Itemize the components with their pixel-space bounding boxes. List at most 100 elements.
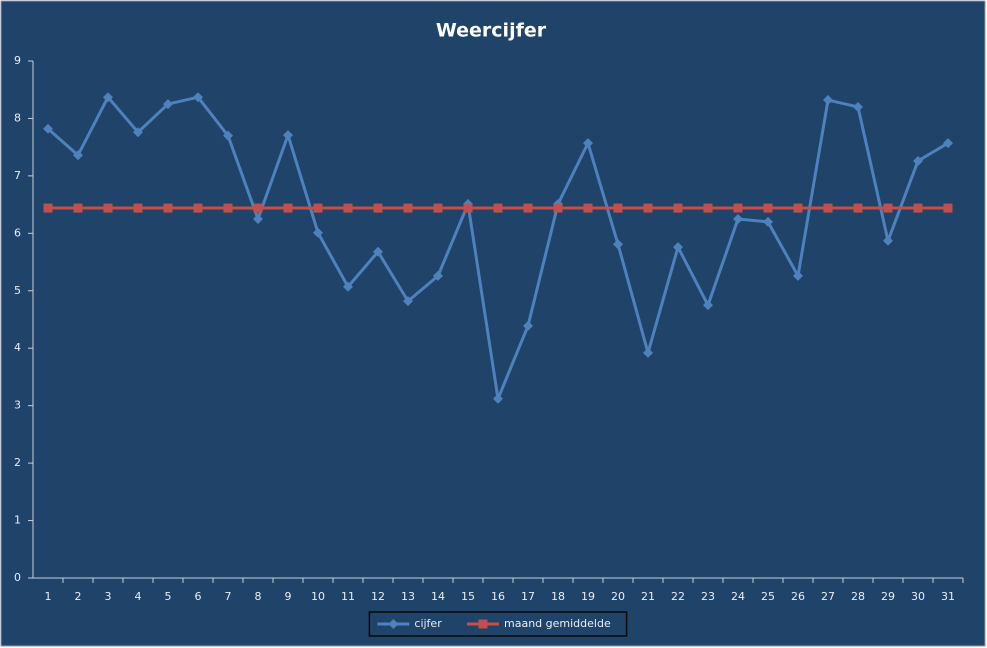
marker-diamond: [43, 123, 53, 134]
x-tick-label: 30: [911, 590, 925, 603]
marker-square: [673, 203, 683, 213]
marker-diamond: [223, 130, 233, 141]
y-tick-label: 1: [14, 514, 21, 527]
y-tick-label: 3: [14, 399, 21, 412]
marker-diamond: [763, 216, 773, 227]
marker-square: [163, 203, 173, 213]
marker-diamond: [493, 393, 503, 404]
marker-diamond: [943, 138, 953, 149]
x-tick-label: 3: [105, 590, 112, 603]
x-tick-label: 22: [671, 590, 685, 603]
x-tick-label: 13: [401, 590, 415, 603]
x-tick-label: 29: [881, 590, 895, 603]
marker-diamond: [373, 246, 383, 257]
marker-square: [793, 203, 803, 213]
marker-diamond: [253, 213, 263, 224]
x-tick-label: 27: [821, 590, 835, 603]
x-tick-label: 28: [851, 590, 865, 603]
x-tick-label: 26: [791, 590, 805, 603]
x-tick-label: 14: [431, 590, 445, 603]
marker-square: [133, 203, 143, 213]
marker-square: [763, 203, 773, 213]
marker-square: [703, 203, 713, 213]
marker-square: [643, 203, 653, 213]
x-tick-label: 6: [195, 590, 202, 603]
marker-square: [103, 203, 113, 213]
marker-square: [223, 203, 233, 213]
marker-diamond: [703, 300, 713, 311]
marker-diamond: [133, 127, 143, 138]
marker-square: [313, 203, 323, 213]
marker-square: [553, 203, 563, 213]
legend-label: cijfer: [414, 617, 442, 630]
marker-square: [283, 203, 293, 213]
marker-square: [853, 203, 863, 213]
x-tick-label: 23: [701, 590, 715, 603]
marker-diamond: [433, 270, 443, 281]
x-tick-label: 25: [761, 590, 775, 603]
x-tick-label: 9: [285, 590, 292, 603]
x-tick-label: 4: [135, 590, 142, 603]
marker-diamond: [613, 239, 623, 250]
y-tick-label: 0: [14, 571, 21, 584]
chart-title: Weercijfer: [436, 20, 547, 42]
y-tick-label: 7: [14, 169, 21, 182]
legend-box: [368, 611, 628, 637]
marker-square: [403, 203, 413, 213]
x-tick-label: 16: [491, 590, 505, 603]
x-tick-label: 2: [75, 590, 82, 603]
x-tick-label: 15: [461, 590, 475, 603]
marker-diamond: [193, 92, 203, 103]
y-tick-label: 9: [14, 54, 21, 67]
marker-diamond: [388, 619, 399, 629]
marker-square: [733, 203, 743, 213]
marker-diamond: [403, 296, 413, 307]
marker-diamond: [883, 235, 893, 246]
marker-square: [373, 203, 383, 213]
marker-square: [478, 619, 488, 629]
marker-diamond: [73, 150, 83, 161]
x-tick-label: 8: [255, 590, 262, 603]
x-tick-label: 31: [941, 590, 955, 603]
x-tick-label: 12: [371, 590, 385, 603]
x-tick-label: 24: [731, 590, 745, 603]
marker-diamond: [793, 270, 803, 281]
x-tick-label: 21: [641, 590, 655, 603]
marker-diamond: [283, 130, 293, 141]
marker-diamond: [313, 227, 323, 238]
marker-square: [193, 203, 203, 213]
marker-square: [493, 203, 503, 213]
marker-diamond: [343, 281, 353, 292]
marker-diamond: [523, 320, 533, 331]
x-tick-label: 7: [225, 590, 232, 603]
x-tick-label: 1: [45, 590, 52, 603]
marker-diamond: [583, 138, 593, 149]
marker-square: [433, 203, 443, 213]
marker-diamond: [103, 92, 113, 103]
marker-square: [613, 203, 623, 213]
marker-square: [343, 203, 353, 213]
x-tick-label: 17: [521, 590, 535, 603]
marker-diamond: [643, 347, 653, 358]
legend-label: maand gemiddelde: [504, 617, 611, 630]
marker-square: [43, 203, 53, 213]
marker-square: [883, 203, 893, 213]
marker-square: [943, 203, 953, 213]
y-tick-label: 6: [14, 226, 21, 239]
x-tick-label: 19: [581, 590, 595, 603]
legend: cijfer maand gemiddelde: [368, 611, 628, 637]
y-tick-label: 4: [14, 341, 21, 354]
x-tick-label: 11: [341, 590, 355, 603]
marker-square: [583, 203, 593, 213]
marker-square: [523, 203, 533, 213]
marker-square: [463, 203, 473, 213]
x-tick-label: 18: [551, 590, 565, 603]
x-tick-label: 5: [165, 590, 172, 603]
marker-diamond: [733, 213, 743, 224]
y-tick-label: 8: [14, 111, 21, 124]
marker-diamond: [853, 101, 863, 112]
y-tick-label: 2: [14, 456, 21, 469]
marker-square: [253, 203, 263, 213]
